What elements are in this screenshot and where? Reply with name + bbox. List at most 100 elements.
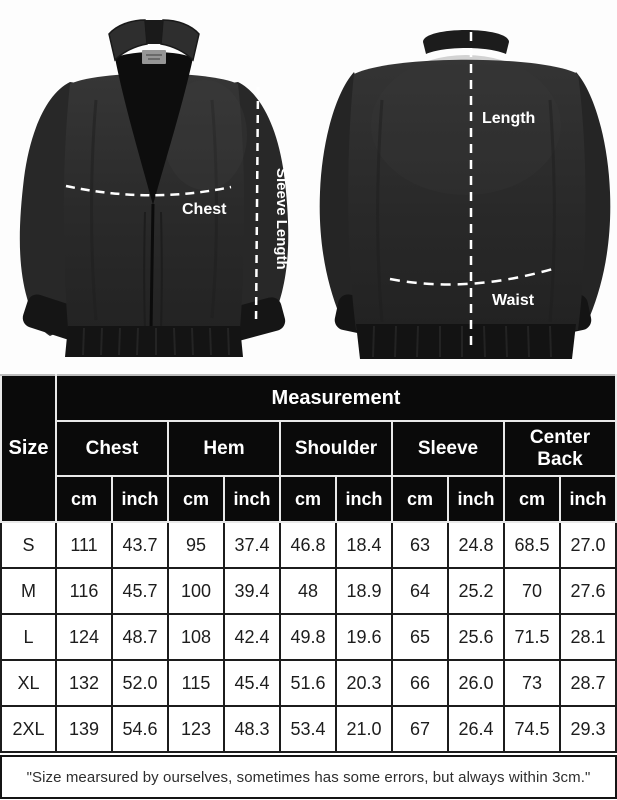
jacket-front-image: Chest Sleeve Length — [19, 19, 290, 357]
chest-measure-label: Chest — [182, 201, 227, 218]
table-row: S 111 43.7 95 37.4 46.8 18.4 63 24.8 68.… — [0, 521, 617, 569]
unit-header: cm — [391, 475, 449, 523]
value-cell: 49.8 — [279, 613, 337, 661]
back-fold-right — [548, 99, 556, 323]
value-cell: 54.6 — [111, 705, 169, 753]
value-cell: 111 — [55, 521, 113, 569]
value-cell: 48 — [279, 567, 337, 615]
front-fold-left — [90, 99, 98, 321]
value-cell: 71.5 — [503, 613, 561, 661]
value-cell: 45.7 — [111, 567, 169, 615]
value-cell: 42.4 — [223, 613, 281, 661]
value-cell: 67 — [391, 705, 449, 753]
hero-section: Chest Sleeve Length — [0, 0, 617, 374]
unit-header: inch — [111, 475, 169, 523]
size-cell: M — [0, 567, 57, 615]
value-cell: 70 — [503, 567, 561, 615]
unit-header: inch — [559, 475, 617, 523]
table-header-measurement: Measurement — [55, 374, 617, 422]
value-cell: 108 — [167, 613, 225, 661]
value-cell: 115 — [167, 659, 225, 707]
jacket-back-image: Length Waist — [319, 30, 611, 359]
group-header-chest: Chest — [55, 420, 169, 477]
value-cell: 74.5 — [503, 705, 561, 753]
placket-right — [160, 211, 163, 331]
value-cell: 45.4 — [223, 659, 281, 707]
group-header-shoulder: Shoulder — [279, 420, 393, 477]
front-waistband — [65, 326, 243, 357]
value-cell: 65 — [391, 613, 449, 661]
size-cell: 2XL — [0, 705, 57, 753]
unit-header: inch — [335, 475, 393, 523]
group-header-sleeve: Sleeve — [391, 420, 505, 477]
value-cell: 39.4 — [223, 567, 281, 615]
value-cell: 48.7 — [111, 613, 169, 661]
group-header-center-back: Center Back — [503, 420, 617, 477]
value-cell: 100 — [167, 567, 225, 615]
unit-header: cm — [279, 475, 337, 523]
value-cell: 63 — [391, 521, 449, 569]
measurement-note: "Size mearsured by ourselves, sometimes … — [0, 755, 617, 799]
unit-header: cm — [167, 475, 225, 523]
value-cell: 21.0 — [335, 705, 393, 753]
waist-measure-label: Waist — [492, 292, 535, 309]
value-cell: 26.0 — [447, 659, 505, 707]
front-fold-right — [210, 99, 218, 319]
placket-left — [143, 211, 146, 331]
value-cell: 132 — [55, 659, 113, 707]
value-cell: 28.1 — [559, 613, 617, 661]
value-cell: 68.5 — [503, 521, 561, 569]
value-cell: 27.6 — [559, 567, 617, 615]
value-cell: 123 — [167, 705, 225, 753]
size-cell: L — [0, 613, 57, 661]
value-cell: 124 — [55, 613, 113, 661]
unit-header: cm — [55, 475, 113, 523]
back-torso — [348, 59, 586, 330]
value-cell: 19.6 — [335, 613, 393, 661]
value-cell: 53.4 — [279, 705, 337, 753]
value-cell: 73 — [503, 659, 561, 707]
value-cell: 51.6 — [279, 659, 337, 707]
value-cell: 18.9 — [335, 567, 393, 615]
value-cell: 46.8 — [279, 521, 337, 569]
table-row: L 124 48.7 108 42.4 49.8 19.6 65 25.6 71… — [0, 613, 617, 661]
sleeve-measure-line — [254, 86, 260, 325]
value-cell: 64 — [391, 567, 449, 615]
brand-tag — [142, 50, 166, 64]
unit-header: inch — [223, 475, 281, 523]
size-cell: XL — [0, 659, 57, 707]
front-highlight — [163, 80, 247, 190]
back-highlight — [371, 55, 561, 195]
value-cell: 116 — [55, 567, 113, 615]
value-cell: 37.4 — [223, 521, 281, 569]
group-header-hem: Hem — [167, 420, 281, 477]
value-cell: 24.8 — [447, 521, 505, 569]
size-table: Size Measurement Chest Hem Shoulder Slee… — [0, 374, 617, 753]
value-cell: 25.2 — [447, 567, 505, 615]
table-row: 2XL 139 54.6 123 48.3 53.4 21.0 67 26.4 … — [0, 705, 617, 753]
unit-header: cm — [503, 475, 561, 523]
back-waistband — [356, 324, 576, 359]
value-cell: 52.0 — [111, 659, 169, 707]
sleeve-measure-label: Sleeve Length — [273, 168, 290, 270]
back-collar — [423, 30, 509, 54]
value-cell: 20.3 — [335, 659, 393, 707]
value-cell: 25.6 — [447, 613, 505, 661]
value-cell: 48.3 — [223, 705, 281, 753]
value-cell: 66 — [391, 659, 449, 707]
length-measure-label: Length — [482, 110, 535, 127]
value-cell: 95 — [167, 521, 225, 569]
chest-measure-line — [65, 184, 232, 197]
value-cell: 43.7 — [111, 521, 169, 569]
table-header-size: Size — [0, 374, 57, 523]
back-fold-left — [376, 99, 384, 323]
table-row: XL 132 52.0 115 45.4 51.6 20.3 66 26.0 7… — [0, 659, 617, 707]
table-row: M 116 45.7 100 39.4 48 18.9 64 25.2 70 2… — [0, 567, 617, 615]
value-cell: 26.4 — [447, 705, 505, 753]
value-cell: 29.3 — [559, 705, 617, 753]
value-cell: 28.7 — [559, 659, 617, 707]
front-collar-back — [145, 20, 163, 44]
waist-measure-line — [389, 266, 557, 286]
value-cell: 139 — [55, 705, 113, 753]
value-cell: 18.4 — [335, 521, 393, 569]
